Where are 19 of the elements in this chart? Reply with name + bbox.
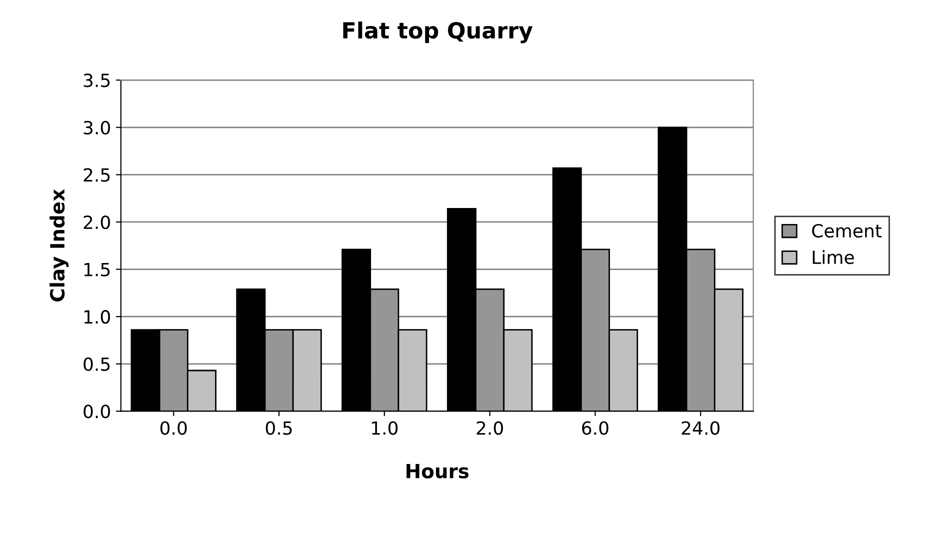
y-tick-label: 2.0 <box>84 215 110 230</box>
y-axis-title: Clay Index <box>50 189 69 302</box>
x-axis-title: Hours <box>406 464 468 478</box>
x-tick-label: 0.0 <box>160 421 187 435</box>
legend-label: Lime <box>812 250 854 264</box>
y-tick-label: 1.0 <box>84 310 110 324</box>
legend-label: Cement <box>812 224 882 238</box>
y-tick-label: 0.0 <box>84 404 110 418</box>
x-tick-label: 1.0 <box>372 421 398 435</box>
y-tick-label: 1.5 <box>84 262 110 276</box>
y-tick-label: 3.0 <box>84 120 110 135</box>
x-tick-label: 6.0 <box>582 421 608 435</box>
chart-title: Flat top Quarry <box>343 22 533 44</box>
y-tick-label: 0.5 <box>84 357 110 371</box>
x-tick-label: 2.0 <box>476 421 503 435</box>
y-tick-label: 2.5 <box>84 168 110 182</box>
x-tick-label: 24.0 <box>682 421 720 435</box>
y-tick-label: 3.5 <box>84 74 110 88</box>
x-tick-label: 0.5 <box>266 421 292 435</box>
